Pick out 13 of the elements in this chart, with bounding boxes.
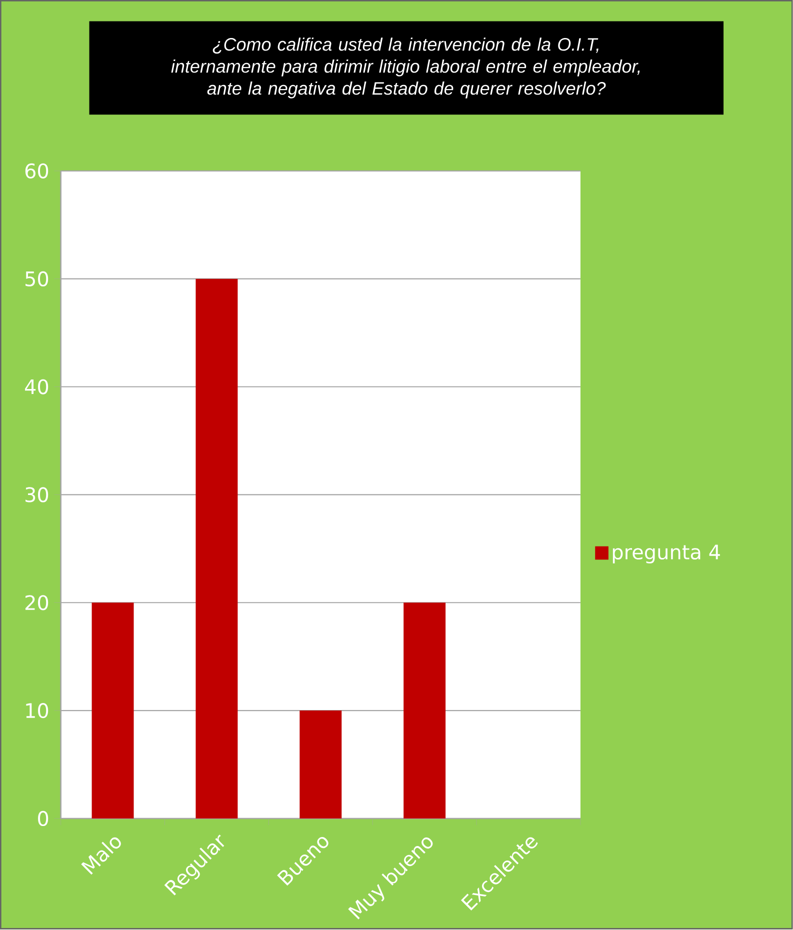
y-tick-label: 40 — [25, 379, 48, 394]
bar — [92, 602, 134, 818]
y-tick-label: 10 — [26, 702, 48, 718]
bar — [404, 602, 446, 818]
y-tick-label: 0 — [38, 810, 48, 826]
legend-label: pregunta 4 — [613, 544, 720, 564]
chart-title: ¿Como califica usted la intervencion de la O.I.T, internamente para dirimir litigio laboral entre el empleador, ante la negativa del Estado de querer resolverlo? — [171, 38, 640, 98]
y-tick-label: 30 — [26, 487, 48, 502]
y-tick-label: 20 — [26, 595, 48, 610]
y-tick-label: 60 — [25, 163, 48, 178]
y-tick-label: 50 — [26, 271, 48, 286]
bar — [196, 278, 238, 818]
bar — [300, 710, 342, 818]
